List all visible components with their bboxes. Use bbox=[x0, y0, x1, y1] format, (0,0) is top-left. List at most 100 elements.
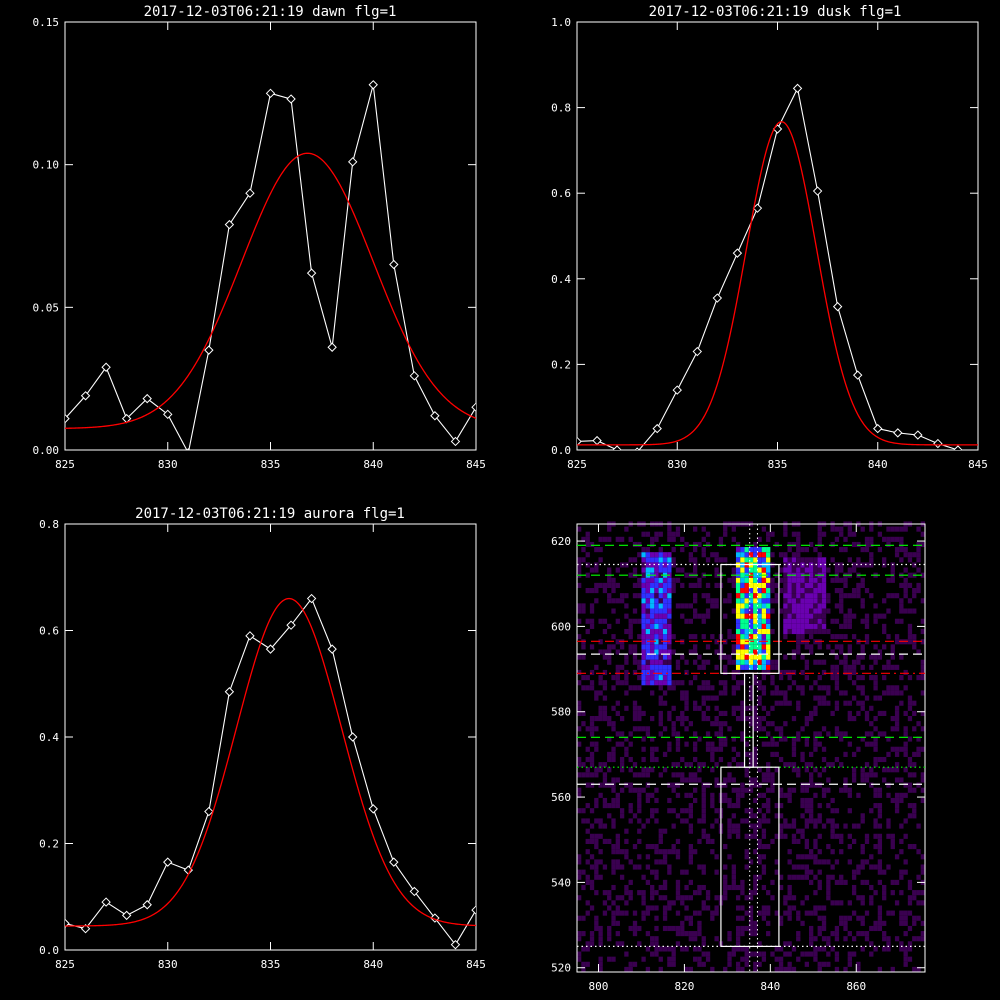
fit-curve bbox=[65, 152, 476, 429]
heatmap-cell bbox=[761, 608, 767, 614]
heatmap-cell bbox=[667, 864, 672, 870]
heatmap-cell bbox=[667, 900, 672, 906]
heatmap-cell bbox=[761, 593, 767, 599]
heatmap-cell bbox=[761, 618, 767, 624]
data-point bbox=[163, 409, 173, 420]
heatmap-cell bbox=[714, 552, 719, 558]
heatmap-cell bbox=[796, 541, 801, 548]
heatmap-cell bbox=[632, 541, 638, 548]
heatmap-cell bbox=[735, 705, 741, 711]
heatmap-cell bbox=[864, 879, 870, 885]
heatmap-cell bbox=[864, 762, 870, 768]
heatmap-cell bbox=[817, 598, 822, 604]
heatmap-cell bbox=[688, 931, 693, 937]
heatmap-cell bbox=[839, 603, 844, 609]
heatmap-cell bbox=[701, 536, 706, 542]
heatmap-cell bbox=[598, 925, 603, 932]
data-point bbox=[450, 939, 461, 950]
heatmap-cell bbox=[847, 915, 852, 921]
heatmap-cell bbox=[899, 915, 904, 921]
heatmap-cell bbox=[912, 644, 917, 650]
heatmap-cell bbox=[783, 721, 788, 727]
heatmap-cell bbox=[800, 833, 805, 839]
heatmap-cell bbox=[667, 869, 672, 875]
heatmap-cell bbox=[851, 823, 857, 829]
heatmap-cell bbox=[851, 716, 857, 722]
heatmap-cell bbox=[804, 762, 809, 768]
heatmap-cell bbox=[903, 547, 908, 553]
heatmap-cell bbox=[598, 557, 603, 563]
heatmap-cell bbox=[585, 859, 590, 865]
heatmap-cell bbox=[740, 634, 745, 640]
heatmap-cell bbox=[873, 736, 878, 742]
heatmap-cell bbox=[890, 879, 895, 885]
heatmap-cell bbox=[744, 634, 749, 640]
heatmap-cell bbox=[894, 664, 900, 670]
heatmap-cell bbox=[671, 961, 676, 967]
heatmap-cell bbox=[903, 582, 908, 588]
heatmap-cell bbox=[650, 541, 655, 548]
heatmap-cell bbox=[783, 603, 788, 609]
heatmap-cell bbox=[598, 716, 603, 722]
heatmap-cell bbox=[766, 623, 771, 629]
heatmap-cell bbox=[757, 608, 762, 614]
heatmap-cell bbox=[877, 813, 883, 819]
heatmap-cell bbox=[830, 808, 835, 814]
heatmap-cell bbox=[667, 598, 672, 604]
heatmap-cell bbox=[903, 833, 908, 839]
heatmap-cell bbox=[637, 890, 642, 896]
heatmap-cell bbox=[688, 828, 693, 834]
heatmap-cell bbox=[697, 931, 702, 937]
heatmap-cell bbox=[740, 593, 745, 599]
heatmap-cell bbox=[860, 562, 865, 568]
heatmap-cell bbox=[912, 751, 917, 757]
heatmap-cell bbox=[684, 895, 689, 901]
heatmap-cell bbox=[577, 869, 582, 875]
heatmap-cell bbox=[817, 905, 822, 911]
heatmap-cell bbox=[684, 762, 689, 768]
heatmap-cell bbox=[624, 675, 629, 681]
heatmap-cell bbox=[791, 762, 797, 768]
heatmap-cell bbox=[615, 680, 620, 686]
heatmap-cell bbox=[611, 705, 616, 711]
heatmap-cell bbox=[594, 844, 599, 850]
heatmap-cell bbox=[710, 823, 715, 829]
heatmap-cell bbox=[667, 680, 672, 686]
heatmap-cell bbox=[796, 628, 801, 635]
heatmap-cell bbox=[766, 669, 771, 676]
heatmap-cell bbox=[907, 675, 913, 681]
heatmap-cell bbox=[645, 623, 651, 629]
heatmap-cell bbox=[589, 879, 595, 885]
heatmap-cell bbox=[641, 644, 646, 650]
heatmap-cell bbox=[735, 685, 741, 691]
heatmap-cell bbox=[680, 946, 685, 952]
heatmap-cell bbox=[796, 936, 801, 942]
heatmap-cell bbox=[899, 557, 904, 563]
heatmap-cell bbox=[641, 915, 646, 921]
heatmap-cell bbox=[830, 664, 835, 670]
heatmap-cell bbox=[834, 925, 840, 932]
heatmap-cell bbox=[826, 644, 831, 650]
heatmap-cell bbox=[834, 951, 840, 957]
heatmap-cell bbox=[770, 787, 775, 793]
heatmap-cell bbox=[632, 582, 638, 588]
heatmap-cell bbox=[598, 675, 603, 681]
heatmap-cell bbox=[899, 598, 904, 604]
heatmap-cell bbox=[748, 751, 754, 757]
heatmap-cell bbox=[577, 562, 582, 568]
heatmap-cell bbox=[778, 731, 784, 737]
heatmap-cell bbox=[834, 936, 840, 942]
heatmap-cell bbox=[645, 669, 651, 676]
heatmap-cell bbox=[839, 608, 844, 614]
heatmap-cell bbox=[890, 767, 895, 773]
heatmap-cell bbox=[740, 618, 745, 624]
heatmap-cell bbox=[748, 552, 754, 558]
heatmap-cell bbox=[869, 895, 874, 901]
heatmap-cell bbox=[809, 879, 814, 885]
heatmap-cell bbox=[585, 910, 590, 916]
heatmap-cell bbox=[594, 726, 599, 732]
heatmap-cell bbox=[847, 557, 852, 563]
heatmap-cell bbox=[662, 915, 668, 921]
heatmap-cell bbox=[697, 946, 702, 952]
heatmap-cell bbox=[675, 792, 681, 798]
